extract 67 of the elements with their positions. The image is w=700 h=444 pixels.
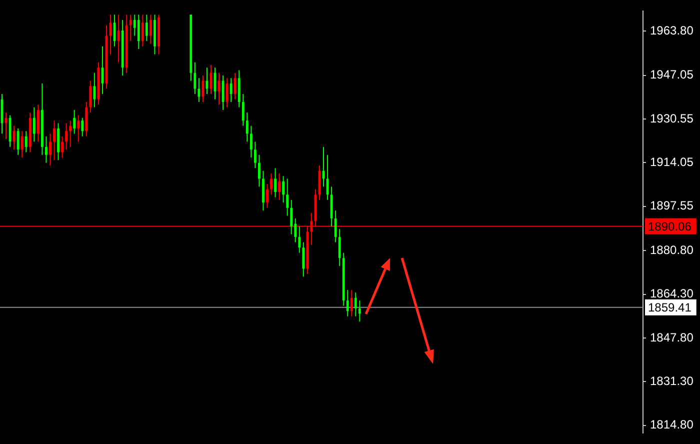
candlestick <box>242 94 244 126</box>
candlestick <box>250 125 252 158</box>
candlestick <box>81 117 84 137</box>
candlestick <box>150 14 152 44</box>
y-tick-label: 1947.05 <box>650 68 694 82</box>
candlestick <box>226 78 228 108</box>
candlestick <box>358 300 361 322</box>
candlestick <box>45 136 48 164</box>
candlestick <box>278 172 281 200</box>
candlestick <box>32 106 36 142</box>
y-tick-label: 1847.80 <box>650 330 694 344</box>
candlestick <box>346 289 349 317</box>
candlestick <box>93 72 96 108</box>
candlestick <box>137 14 140 50</box>
candlestick <box>254 141 256 169</box>
y-tick-label: 1814.80 <box>650 418 694 432</box>
candlestick <box>8 114 12 148</box>
candlestick <box>282 176 285 204</box>
candlestick <box>198 78 200 102</box>
candlestick <box>73 109 76 134</box>
candlestick <box>262 170 264 211</box>
candlestick <box>145 14 148 42</box>
candlestick <box>61 136 64 158</box>
candlestick <box>290 199 293 235</box>
candlestick <box>36 104 40 142</box>
y-tick-label: 1963.80 <box>650 23 694 38</box>
candlestick <box>298 226 301 254</box>
candlestick <box>338 228 341 267</box>
candlestick <box>354 292 357 317</box>
candlestick <box>194 62 196 95</box>
candlestick <box>246 112 248 142</box>
candlestick <box>16 128 20 156</box>
y-tick-label: 1914.05 <box>650 155 694 170</box>
y-tick-label: 1864.30 <box>650 286 694 301</box>
candlestick <box>49 133 52 166</box>
candlestick <box>12 125 16 150</box>
y-tick-label: 1930.55 <box>650 111 694 126</box>
candlestick <box>20 130 24 158</box>
y-tick-label: 1831.30 <box>650 374 694 388</box>
candlestick <box>274 168 276 198</box>
candlestick <box>53 120 56 161</box>
candlestick <box>238 70 240 108</box>
candlestick <box>141 14 144 47</box>
y-tick-label: 1880.80 <box>650 243 694 258</box>
candlestick <box>266 184 268 208</box>
candlestick <box>270 172 272 196</box>
candlestick <box>350 289 353 317</box>
candlestick <box>24 130 28 153</box>
candlestick <box>65 122 68 150</box>
candlestick <box>302 242 305 278</box>
candlestick <box>129 14 132 42</box>
candlestick <box>69 120 72 148</box>
candlestick <box>334 210 337 243</box>
candlestick <box>77 114 80 142</box>
candlestick <box>230 78 232 102</box>
ref-line-label: 1859.41 <box>648 300 692 315</box>
candlestick <box>286 178 289 216</box>
y-tick-label: 1897.55 <box>650 198 694 213</box>
candlestick <box>330 186 333 227</box>
ref-line-label: 1890.06 <box>648 220 692 234</box>
candlestick <box>89 80 92 114</box>
candlestick <box>202 75 204 102</box>
candlestick <box>57 122 60 161</box>
candlestick <box>258 154 260 188</box>
candlestick <box>85 101 88 137</box>
candlestick <box>117 14 120 63</box>
candlestick <box>234 72 236 100</box>
